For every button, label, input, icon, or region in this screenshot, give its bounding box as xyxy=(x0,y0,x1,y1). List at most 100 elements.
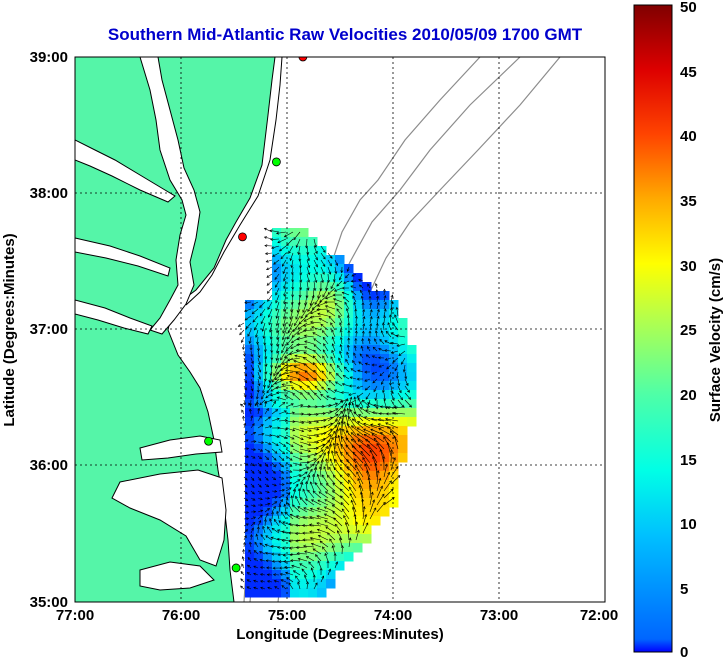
velocity-cell xyxy=(389,471,399,481)
velocity-arrow-head xyxy=(339,474,343,478)
velocity-arrow xyxy=(317,313,329,317)
velocity-arrow-head xyxy=(317,499,321,503)
velocity-arrow-head xyxy=(281,383,285,387)
velocity-cell xyxy=(335,444,345,454)
potomac-river xyxy=(75,139,176,203)
velocity-arrow-head xyxy=(302,357,306,360)
velocity-arrow-head xyxy=(360,345,364,349)
velocity-cell xyxy=(389,309,399,319)
velocity-arrow xyxy=(382,385,385,393)
velocity-arrow-head xyxy=(408,396,412,400)
velocity-arrow xyxy=(332,490,343,499)
velocity-arrow xyxy=(356,433,371,443)
velocity-arrow-head xyxy=(321,330,325,334)
velocity-cell xyxy=(398,426,408,436)
velocity-arrow xyxy=(390,449,392,464)
velocity-cell xyxy=(290,534,300,544)
velocity-arrow xyxy=(275,294,280,304)
velocity-arrow xyxy=(282,329,287,340)
velocity-cell xyxy=(272,291,282,301)
velocity-arrow xyxy=(295,575,301,583)
velocity-arrow-head xyxy=(324,300,328,304)
velocity-cell xyxy=(362,444,372,454)
velocity-cell xyxy=(281,471,291,481)
velocity-arrow-head xyxy=(257,407,261,411)
velocity-arrow xyxy=(357,421,371,429)
velocity-arrow-head xyxy=(347,329,351,333)
velocity-arrow xyxy=(313,438,326,443)
velocity-cell xyxy=(263,525,273,535)
velocity-arrow xyxy=(383,392,386,401)
velocity-arrow-head xyxy=(243,422,247,426)
velocity-arrow-head xyxy=(371,411,375,415)
velocity-arrow-head xyxy=(288,531,292,535)
velocity-arrow-head xyxy=(319,567,323,571)
velocity-arrow-head xyxy=(383,436,387,440)
velocity-arrow-head xyxy=(341,286,345,290)
velocity-arrow xyxy=(243,469,248,474)
velocity-arrow xyxy=(314,294,322,305)
velocity-arrow-head xyxy=(390,488,394,492)
velocity-arrow-head xyxy=(299,451,303,454)
velocity-arrow xyxy=(341,508,350,520)
velocity-cell xyxy=(380,381,390,391)
velocity-arrow-head xyxy=(265,471,269,474)
velocity-arrow-head xyxy=(275,300,278,304)
velocity-arrow xyxy=(250,350,253,357)
velocity-arrow xyxy=(365,409,378,415)
velocity-arrow-head xyxy=(316,440,320,444)
velocity-arrow-head xyxy=(348,415,351,419)
velocity-arrow xyxy=(257,520,261,527)
velocity-arrow xyxy=(311,567,315,576)
velocity-arrow xyxy=(304,370,315,380)
velocity-arrow xyxy=(250,357,254,364)
velocity-arrow xyxy=(323,343,329,352)
velocity-arrow-head xyxy=(262,525,266,529)
velocity-cell xyxy=(371,318,381,328)
velocity-arrow xyxy=(304,551,315,555)
velocity-arrow-head xyxy=(284,355,288,359)
velocity-arrow-head xyxy=(275,231,280,235)
velocity-arrow-head xyxy=(323,466,327,470)
velocity-arrow xyxy=(391,350,399,354)
velocity-cell xyxy=(371,516,381,526)
velocity-arrow xyxy=(369,309,372,317)
velocity-arrow-head xyxy=(345,308,349,312)
velocity-arrow-head xyxy=(243,394,247,398)
velocity-cell xyxy=(254,588,264,598)
velocity-cell xyxy=(272,462,282,472)
velocity-cell xyxy=(389,453,399,463)
velocity-cell xyxy=(254,318,264,328)
velocity-arrow-head xyxy=(282,553,286,557)
velocity-arrow xyxy=(341,414,344,429)
velocity-arrow-head xyxy=(302,476,306,480)
velocity-arrow xyxy=(243,490,248,495)
velocity-arrow-head xyxy=(350,425,354,429)
velocity-arrow xyxy=(320,440,330,450)
velocity-cell xyxy=(263,345,273,355)
velocity-arrow xyxy=(362,457,371,471)
velocity-arrow-head xyxy=(393,435,397,439)
velocity-arrow xyxy=(256,401,259,408)
velocity-cell xyxy=(317,246,327,256)
velocity-cell xyxy=(353,282,363,292)
velocity-arrow xyxy=(325,280,329,291)
velocity-arrow-head xyxy=(376,442,380,446)
velocity-arrow xyxy=(367,283,371,289)
velocity-arrow xyxy=(353,352,357,359)
velocity-cell xyxy=(245,372,255,382)
velocity-cell xyxy=(299,480,309,490)
velocity-arrow-head xyxy=(310,567,314,571)
velocity-arrow-head xyxy=(379,405,383,409)
velocity-arrow-head xyxy=(281,488,286,492)
velocity-arrow xyxy=(271,371,280,383)
velocity-cell xyxy=(272,363,282,373)
velocity-cell xyxy=(371,453,381,463)
velocity-arrow-head xyxy=(271,552,275,556)
velocity-arrow xyxy=(369,302,372,310)
velocity-arrow xyxy=(336,443,343,457)
velocity-arrow xyxy=(282,384,294,387)
velocity-arrow xyxy=(333,398,343,401)
velocity-arrow xyxy=(283,308,287,319)
velocity-arrow xyxy=(243,392,247,398)
